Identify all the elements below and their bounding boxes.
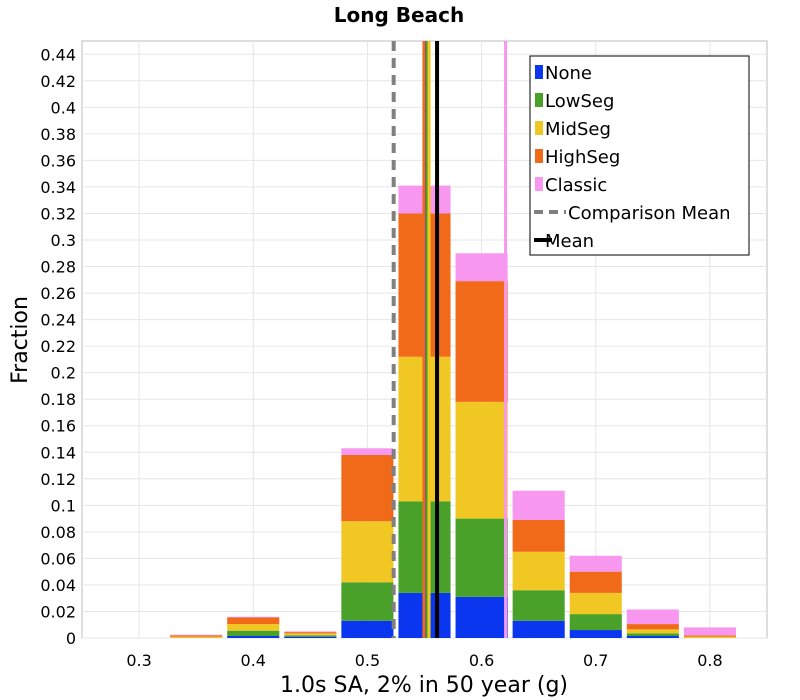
bar-lowseg-segment <box>284 635 337 637</box>
bar-lowseg-segment <box>455 518 508 597</box>
legend-label-lowseg: LowSeg <box>545 91 614 112</box>
y-axis-ticks: 0 0.02 0.04 0.06 0.08 0.1 0.12 0.14 0.16 0.18 0.2 0… <box>40 45 76 648</box>
legend-swatch-lowseg <box>535 93 543 107</box>
x-axis-title: 1.0s SA, 2% in 50 year (g) <box>280 673 568 698</box>
y-tick-label: 0.18 <box>40 390 76 409</box>
legend-label-mean: Mean <box>545 231 594 252</box>
bar-highseg-segment <box>284 632 337 634</box>
y-tick-label: 0.4 <box>51 98 76 117</box>
y-tick-label: 0.24 <box>40 311 76 330</box>
y-tick-label: 0.02 <box>40 602 76 621</box>
bar-classic-segment <box>569 555 622 572</box>
y-tick-label: 0.32 <box>40 204 76 223</box>
legend-swatch-none <box>535 65 543 79</box>
y-tick-label: 0.2 <box>51 364 76 383</box>
y-tick-label: 0.04 <box>40 576 76 595</box>
legend-swatch-midseg <box>535 121 543 135</box>
x-tick-label: 0.8 <box>697 651 722 670</box>
x-axis-ticks: 0.3 0.4 0.5 0.6 0.7 0.8 <box>126 651 722 670</box>
y-tick-label: 0.3 <box>51 231 76 250</box>
bar-none-segment <box>455 596 508 638</box>
bar-none-segment <box>512 620 565 638</box>
y-tick-label: 0.12 <box>40 470 76 489</box>
y-axis-title: Fraction <box>8 296 33 384</box>
y-tick-label: 0 <box>66 629 76 648</box>
bar-highseg-segment <box>683 635 736 637</box>
bar-lowseg-segment <box>569 614 622 631</box>
mean-lines <box>391 41 508 638</box>
y-tick-label: 0.42 <box>40 72 76 91</box>
legend-swatch-classic <box>535 177 543 191</box>
legend-swatch-highseg <box>535 149 543 163</box>
bar-midseg-segment <box>569 592 622 615</box>
bar-none-segment <box>626 636 679 638</box>
bar-highseg-segment <box>569 571 622 593</box>
y-tick-label: 0.1 <box>51 496 76 515</box>
bar-midseg-segment <box>626 629 679 634</box>
x-tick-label: 0.6 <box>469 651 494 670</box>
y-tick-label: 0.26 <box>40 284 76 303</box>
bar-classic-segment <box>455 253 508 282</box>
bar-none-segment <box>227 636 280 638</box>
stacked-bars <box>170 185 736 638</box>
y-tick-label: 0.14 <box>40 443 76 462</box>
bar-highseg-segment <box>512 519 565 552</box>
y-tick-label: 0.36 <box>40 151 76 170</box>
bar-classic-segment <box>512 490 565 520</box>
legend-label-none: None <box>545 63 592 84</box>
legend-label-classic: Classic <box>545 175 607 196</box>
chart-title: Long Beach <box>334 3 464 27</box>
x-tick-label: 0.3 <box>126 651 151 670</box>
y-tick-label: 0.08 <box>40 523 76 542</box>
x-tick-label: 0.7 <box>583 651 608 670</box>
bar-classic-segment <box>170 634 223 636</box>
bar-classic-segment <box>227 616 280 618</box>
y-tick-label: 0.38 <box>40 125 76 144</box>
bar-midseg-segment <box>683 636 736 638</box>
legend-box <box>529 55 750 256</box>
bar-midseg-segment <box>341 521 394 583</box>
legend: None LowSeg MidSeg HighSeg Classic Comparison… <box>529 55 750 256</box>
bar-midseg-segment <box>284 633 337 636</box>
bar-lowseg-segment <box>341 582 394 621</box>
legend-label-comparison-mean: Comparison Mean <box>568 203 731 224</box>
bar-highseg-segment <box>227 617 280 625</box>
bar-highseg-segment <box>341 454 394 522</box>
y-tick-label: 0.28 <box>40 258 76 277</box>
y-tick-label: 0.44 <box>40 45 76 64</box>
bar-classic-segment <box>683 627 736 636</box>
bar-lowseg-segment <box>512 590 565 621</box>
bar-classic-segment <box>284 631 337 633</box>
bar-midseg-segment <box>227 624 280 631</box>
bar-lowseg-segment <box>227 630 280 637</box>
bar-classic-segment <box>626 609 679 625</box>
bar-none-segment <box>341 620 394 638</box>
y-tick-label: 0.06 <box>40 549 76 568</box>
legend-label-highseg: HighSeg <box>545 147 620 168</box>
bar-midseg-segment <box>455 401 508 519</box>
bar-midseg-segment <box>512 551 565 591</box>
x-tick-label: 0.5 <box>355 651 380 670</box>
bar-highseg-segment <box>626 624 679 630</box>
y-tick-label: 0.16 <box>40 417 76 436</box>
y-tick-label: 0.22 <box>40 337 76 356</box>
bar-classic-segment <box>341 448 394 455</box>
bar-lowseg-segment <box>626 633 679 637</box>
legend-label-midseg: MidSeg <box>545 119 611 140</box>
x-tick-label: 0.4 <box>241 651 266 670</box>
bar-midseg-segment <box>170 636 223 638</box>
bar-highseg-segment <box>455 281 508 402</box>
bar-none-segment <box>284 636 337 638</box>
bar-none-segment <box>569 630 622 638</box>
y-tick-label: 0.34 <box>40 178 76 197</box>
bar-highseg-segment <box>170 635 223 637</box>
